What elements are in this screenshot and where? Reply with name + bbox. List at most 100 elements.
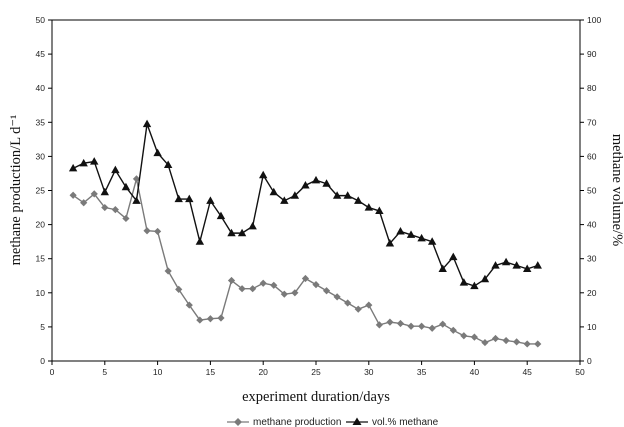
data-point-vol-methane — [248, 221, 257, 230]
data-point-methane-production — [249, 285, 257, 293]
data-point-methane-production — [238, 285, 246, 293]
data-point-methane-production — [301, 274, 310, 283]
data-point-vol-methane — [406, 230, 416, 238]
data-point-methane-production — [175, 285, 183, 293]
y-left-tick-label: 10 — [36, 288, 46, 298]
data-point-vol-methane — [523, 264, 532, 273]
data-point-methane-production — [513, 338, 521, 346]
data-point-vol-methane — [142, 119, 152, 128]
data-point-methane-production — [502, 336, 510, 345]
plot-area — [51, 19, 581, 362]
y-left-axis-ticks: 0 5 10 15 20 25 30 35 40 45 50 — [36, 15, 52, 366]
data-point-methane-production — [217, 314, 225, 322]
data-point-methane-production — [333, 293, 341, 301]
data-point-vol-methane — [417, 233, 426, 242]
y-right-axis-title: methane volume/% — [609, 134, 624, 246]
data-point-methane-production — [428, 324, 436, 332]
legend-label-vol-methane: vol.% methane — [372, 417, 439, 427]
data-point-methane-production — [418, 322, 426, 330]
legend-marker-diamond — [234, 418, 242, 426]
data-point-methane-production — [460, 332, 468, 340]
data-point-vol-methane — [280, 196, 289, 204]
data-point-methane-production — [69, 191, 77, 199]
series-line-methane-production — [72, 178, 538, 345]
y-right-tick-label: 30 — [587, 254, 597, 264]
data-point-vol-methane — [259, 170, 268, 179]
y-right-tick-label: 70 — [587, 117, 597, 127]
data-point-vol-methane — [290, 191, 300, 199]
series-layer — [68, 119, 542, 348]
y-right-tick-label: 60 — [587, 151, 597, 161]
data-point-vol-methane — [396, 227, 405, 235]
data-point-vol-methane — [438, 264, 447, 273]
data-point-vol-methane — [512, 261, 521, 269]
data-point-vol-methane — [163, 160, 173, 169]
x-tick-label: 15 — [206, 367, 216, 377]
x-tick-label: 20 — [258, 367, 268, 377]
data-point-methane-production — [90, 190, 98, 198]
data-point-methane-production — [280, 290, 288, 298]
data-point-methane-production — [322, 287, 331, 295]
x-tick-label: 50 — [575, 367, 585, 377]
y-right-tick-label: 0 — [587, 356, 592, 366]
x-tick-label: 40 — [470, 367, 480, 377]
data-point-methane-production — [449, 326, 457, 334]
legend-marker-triangle — [352, 417, 362, 425]
y-right-tick-label: 10 — [587, 322, 597, 332]
data-point-vol-methane — [449, 252, 458, 261]
data-point-methane-production — [354, 305, 362, 313]
data-point-methane-production — [491, 334, 500, 343]
series-line-vol-methane — [72, 123, 538, 287]
data-point-vol-methane — [206, 196, 215, 204]
data-point-methane-production — [386, 318, 394, 326]
y-right-tick-label: 80 — [587, 83, 597, 93]
data-point-methane-production — [396, 319, 405, 328]
data-point-methane-production — [206, 315, 214, 323]
y-left-tick-label: 0 — [40, 356, 45, 366]
y-left-tick-label: 45 — [36, 49, 46, 59]
y-left-axis-title: methane production/L d⁻¹ — [8, 115, 24, 266]
data-point-vol-methane — [332, 191, 342, 199]
data-point-vol-methane — [491, 261, 500, 269]
data-point-methane-production — [270, 281, 278, 289]
data-point-methane-production — [227, 276, 236, 285]
data-point-methane-production — [143, 227, 151, 235]
data-point-methane-production — [101, 203, 109, 212]
data-point-vol-methane — [216, 211, 226, 220]
data-point-methane-production — [111, 205, 119, 214]
data-point-vol-methane — [459, 278, 469, 286]
data-point-vol-methane — [533, 261, 542, 269]
data-point-methane-production — [375, 321, 383, 329]
data-point-vol-methane — [311, 175, 321, 184]
data-point-methane-production — [470, 333, 478, 341]
data-point-methane-production — [291, 289, 299, 297]
data-point-vol-methane — [354, 196, 363, 204]
data-point-methane-production — [185, 301, 193, 309]
x-tick-label: 25 — [311, 367, 321, 377]
data-point-methane-production — [523, 340, 531, 348]
data-point-methane-production — [259, 279, 267, 287]
x-tick-label: 30 — [364, 367, 374, 377]
y-left-tick-label: 40 — [36, 83, 46, 93]
y-right-tick-label: 20 — [587, 288, 597, 298]
y-left-tick-label: 5 — [40, 322, 45, 332]
data-point-vol-methane — [68, 163, 78, 172]
data-point-methane-production — [312, 281, 320, 289]
x-tick-label: 35 — [417, 367, 427, 377]
y-left-tick-label: 20 — [36, 220, 46, 230]
data-point-methane-production — [132, 175, 141, 183]
data-point-vol-methane — [364, 203, 373, 211]
data-point-methane-production — [80, 199, 88, 207]
data-point-vol-methane — [385, 238, 395, 247]
data-point-vol-methane — [100, 187, 109, 196]
data-point-vol-methane — [185, 194, 194, 203]
data-point-methane-production — [196, 316, 204, 324]
y-left-tick-label: 30 — [36, 151, 46, 161]
y-left-tick-label: 50 — [36, 15, 46, 25]
y-right-tick-label: 50 — [587, 186, 597, 196]
data-point-vol-methane — [121, 182, 131, 191]
x-tick-label: 5 — [102, 367, 107, 377]
data-point-vol-methane — [301, 180, 310, 189]
legend: methane production vol.% methane — [227, 417, 439, 427]
